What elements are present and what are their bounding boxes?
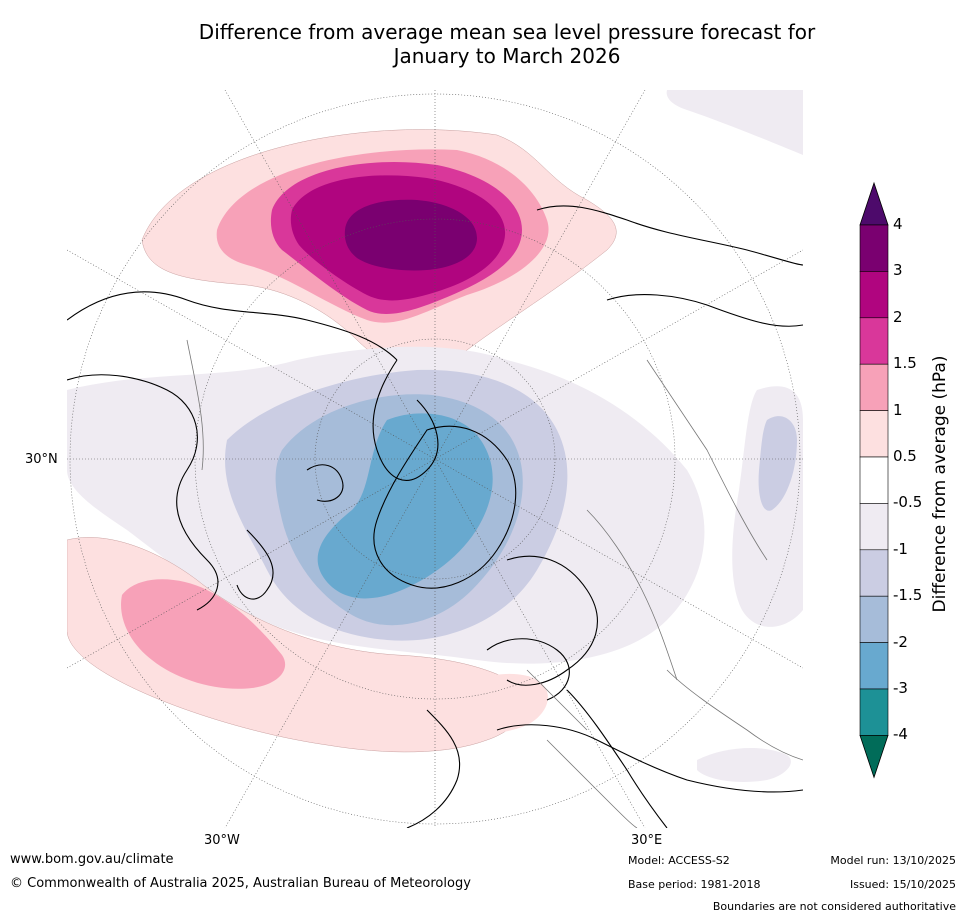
colorbar-tick-label: 1 <box>893 400 903 419</box>
colorbar-box <box>859 642 889 690</box>
colorbar-arrow-top <box>859 181 889 226</box>
colorbar-tick-label: -1 <box>893 539 908 558</box>
coastlines <box>67 205 803 828</box>
footer-issued: Issued: 15/10/2025 <box>849 878 956 891</box>
colorbar-tick-label: 0.5 <box>893 447 917 465</box>
footer-model: Model: ACCESS-S2 <box>628 854 730 867</box>
colorbar-box <box>859 688 889 736</box>
label-30e: 30°E <box>631 833 663 848</box>
colorbar-box <box>859 317 889 365</box>
colorbar-arrow-bottom <box>859 735 889 779</box>
title-line-2: January to March 2026 <box>393 44 621 68</box>
colorbar-tick-label: -0.5 <box>893 493 923 512</box>
colorbar-tick-label: -2 <box>893 632 908 651</box>
anomaly-neg0.5-neg1-central-asia <box>697 748 791 782</box>
colorbar-box <box>859 410 889 458</box>
footer-base-period: Base period: 1981-2018 <box>628 878 761 891</box>
colorbar-title: Difference from average (hPa) <box>930 355 950 613</box>
borders <box>186 339 803 828</box>
colorbar-box <box>859 363 889 411</box>
forecast-map <box>67 90 803 828</box>
label-30n: 30°N <box>25 452 58 467</box>
anomaly-1-1.5-atlantic <box>121 579 286 689</box>
colorbar-box <box>859 549 889 597</box>
colorbar-tick-label: -4 <box>893 725 908 744</box>
title-line-1: Difference from average mean sea level p… <box>198 20 816 44</box>
colorbar-tick-label: 3 <box>893 261 903 280</box>
anomaly-neg0.5-neg1-pacific-ne <box>666 90 803 155</box>
chart-title: Difference from average mean sea level p… <box>0 20 965 68</box>
colorbar-box <box>859 456 889 504</box>
footer-boundaries: Boundaries are not considered authoritat… <box>712 900 956 913</box>
anomaly-3-4-north-pacific <box>344 199 477 271</box>
footer-copyright: © Commonwealth of Australia 2025, Austra… <box>10 876 471 891</box>
colorbar-tick-label: 4 <box>893 215 903 233</box>
anomaly-neg1-neg1.5-asia <box>758 416 797 511</box>
anomaly-neg2-neg3-arctic <box>317 413 493 599</box>
colorbar-box <box>859 503 889 551</box>
anomaly-0.5-1-mediterranean <box>439 673 548 734</box>
colorbar-tick-label: 2 <box>893 307 903 326</box>
footer-url[interactable]: www.bom.gov.au/climate <box>10 852 174 867</box>
colorbar-tick-label: -3 <box>893 679 908 697</box>
footer-model-run: Model run: 13/10/2025 <box>830 854 956 867</box>
colorbar-tick-label: -1.5 <box>893 586 923 605</box>
label-30w: 30°W <box>204 833 240 848</box>
colorbar-tick-label: 1.5 <box>893 354 917 373</box>
colorbar-box <box>859 595 889 643</box>
map-svg <box>67 90 803 828</box>
colorbar-box <box>859 271 889 319</box>
colorbar-box <box>859 224 889 272</box>
